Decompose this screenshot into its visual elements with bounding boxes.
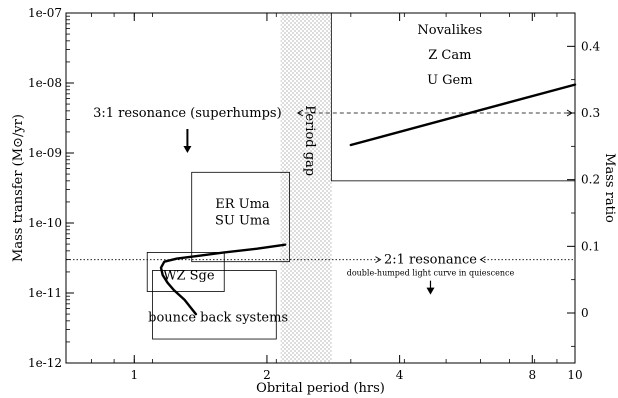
er-uma-box — [191, 171, 290, 263]
resonance-3-1-label: 3:1 resonance (superhumps) — [93, 106, 282, 121]
y-tick-label: 1e-10 — [28, 216, 62, 230]
wz-sge-box-label: WZ Sge — [163, 269, 215, 284]
novalikes-box — [330, 12, 576, 182]
x-axis-title: Obrital period (hrs) — [256, 381, 385, 396]
y2-tick-label: 0.4 — [581, 39, 600, 53]
y2-tick-label: 0 — [581, 306, 589, 320]
y-tick-label: 1e-12 — [28, 356, 62, 370]
er-uma-box-label: SU Uma — [215, 214, 270, 229]
bounce-box-label: bounce back systems — [148, 311, 288, 326]
series-line-1 — [159, 243, 287, 316]
arrow-head-left — [479, 256, 486, 264]
novalikes-box-label: Novalikes — [417, 23, 482, 38]
y2-tick-label: 0.3 — [581, 106, 600, 120]
y-tick-label: 1e-09 — [28, 146, 62, 160]
arrow-head-right — [566, 109, 573, 117]
plot-frame — [65, 12, 576, 364]
y-tick-label: 1e-07 — [28, 6, 62, 20]
period-gap-band — [280, 13, 332, 363]
resonance-2-1-note: double-humped light curve in quiescence — [347, 269, 515, 278]
y2-tick-label: 0.1 — [581, 239, 600, 253]
arrow-down-quiescence-head — [426, 287, 435, 295]
bounce-box — [152, 270, 277, 340]
x-tick-label: 8 — [528, 368, 536, 382]
arrow-head-left — [296, 109, 304, 117]
series-line-0 — [349, 83, 577, 147]
y-tick-label: 1e-11 — [28, 286, 62, 300]
x-tick-label: 2 — [263, 368, 271, 382]
x-tick-label: 1 — [130, 368, 138, 382]
arrow-down-superhumps-head — [183, 146, 192, 153]
x-tick-label: 10 — [567, 368, 582, 382]
y2-axis-title: Mass ratio — [602, 153, 617, 223]
wz-sge-box — [146, 252, 225, 292]
arrow-head-right — [375, 256, 382, 264]
y-axis-title: Mass transfer (M⊙/yr) — [11, 114, 26, 262]
y2-tick-label: 0.2 — [581, 173, 600, 187]
er-uma-box-label: ER Uma — [215, 197, 270, 212]
period-gap-label: Period gap — [302, 105, 317, 176]
annotation-arrows — [183, 109, 573, 295]
novalikes-box-label: Z Cam — [428, 48, 471, 63]
x-tick-label: 4 — [396, 368, 404, 382]
y-tick-label: 1e-08 — [28, 76, 62, 90]
resonance-2-1-label: 2:1 resonance — [384, 253, 477, 268]
novalikes-box-label: U Gem — [427, 73, 473, 88]
